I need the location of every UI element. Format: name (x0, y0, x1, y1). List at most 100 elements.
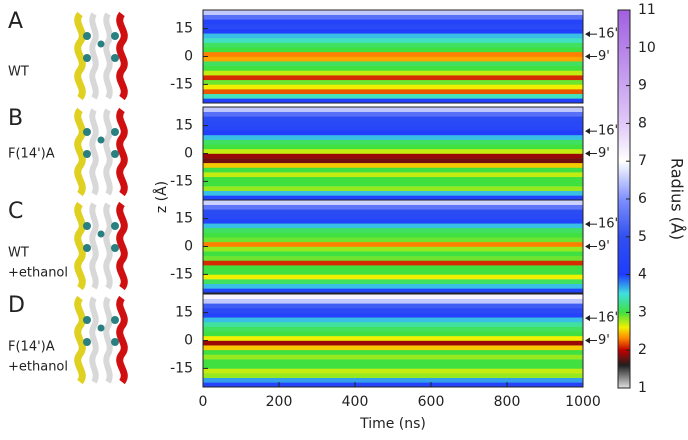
x-tick-label: 400 (342, 394, 369, 410)
arrow-head (585, 221, 590, 228)
heat-cell (203, 61, 583, 67)
y-tick-label: 15 (175, 211, 193, 227)
heat-cell (203, 373, 583, 378)
heat-cell (203, 190, 583, 196)
colorbar-tick-label: 2 (638, 342, 647, 358)
heat-cell (203, 130, 583, 136)
heat-cell (203, 84, 583, 90)
heat-cell (203, 269, 583, 275)
heat-cell (203, 51, 583, 57)
colorbar-tick-label: 10 (638, 40, 656, 56)
arrow-head (585, 243, 590, 250)
heat-cell (203, 223, 583, 229)
heat-cell (203, 14, 583, 20)
heat-cell (203, 10, 583, 15)
y-tick-label: 15 (175, 305, 193, 321)
heat-cell (203, 331, 583, 337)
annotation-label: 9' (598, 146, 610, 161)
heat-cell (203, 312, 583, 318)
heat-cell (203, 37, 583, 43)
heat-cell (203, 359, 583, 365)
annotation-label: 9' (598, 239, 610, 254)
panel-letter: C (8, 199, 23, 224)
panel-letter: B (8, 106, 23, 131)
colorbar-tick-label: 4 (638, 267, 647, 283)
y-tick-label: 0 (184, 333, 193, 349)
heat-cell (203, 279, 583, 284)
y-tick-label: -15 (170, 266, 193, 282)
annotation-label: 16' (598, 311, 618, 326)
heat-cell (203, 368, 583, 374)
y-tick-label: -15 (170, 173, 193, 189)
heat-cell (203, 298, 583, 304)
colorbar-label: Radius (Å) (668, 158, 687, 240)
heat-cell (203, 317, 583, 323)
colorbar-tick-label: 3 (638, 304, 647, 320)
heat-cell (203, 148, 583, 154)
heat-cell (203, 70, 583, 76)
heat-cell (203, 294, 583, 299)
heat-cell (203, 283, 583, 289)
heat-cell (203, 75, 583, 81)
y-tick-label: 0 (184, 49, 193, 65)
heat-cell (203, 65, 583, 71)
heat-cell (203, 56, 583, 62)
heat-cell (203, 186, 583, 191)
heat-cell (203, 139, 583, 145)
heat-cell (203, 326, 583, 332)
y-tick-label: -15 (170, 360, 193, 376)
heat-cell (203, 251, 583, 257)
annotation-label: 16' (598, 217, 618, 232)
colorbar-tick-label: 5 (638, 229, 647, 245)
colorbar-tick-label: 1 (638, 380, 647, 396)
heat-cell (203, 209, 583, 215)
heat-cell (203, 274, 583, 280)
heat-cell (203, 200, 583, 205)
heat-cell (203, 19, 583, 25)
panel-label: WT (8, 246, 29, 261)
arrow-head (585, 53, 590, 60)
heat-cell (203, 181, 583, 187)
heat-cell (203, 241, 583, 247)
heat-cell (203, 172, 583, 178)
panel-label: +ethanol (8, 360, 68, 375)
heat-cell (203, 335, 583, 341)
heat-cell (203, 246, 583, 252)
heat-cell (203, 162, 583, 168)
heat-cell (203, 213, 583, 219)
heat-cell (203, 345, 583, 351)
y-tick-label: 0 (184, 146, 193, 162)
heat-cell (203, 33, 583, 39)
annotation-label: 9' (598, 333, 610, 348)
colorbar-tick-label: 9 (638, 78, 647, 94)
arrow-head (585, 150, 590, 157)
y-tick-label: 15 (175, 118, 193, 134)
colorbar-tick-label: 8 (638, 115, 647, 131)
heat-cell (203, 204, 583, 210)
panel-label: WT (8, 65, 29, 80)
heat-cell (203, 354, 583, 360)
heat-cell (203, 349, 583, 355)
heat-cell (203, 47, 583, 53)
arrow-head (585, 315, 590, 322)
y-tick-label: 0 (184, 239, 193, 255)
heat-cell (203, 377, 583, 383)
arrow-head (585, 337, 590, 344)
panel-letter: D (8, 293, 25, 318)
colorbar-tick-label: 11 (638, 2, 656, 18)
y-tick-label: 15 (175, 21, 193, 37)
heat-cell (203, 153, 583, 159)
x-tick-label: 800 (494, 394, 521, 410)
colorbar-tick-label: 6 (638, 191, 647, 207)
panel-label: +ethanol (8, 266, 68, 281)
arrow-head (585, 128, 590, 135)
heat-cell (203, 237, 583, 243)
x-tick-label: 0 (199, 394, 208, 410)
x-tick-label: 1000 (565, 394, 601, 410)
heat-cell (203, 93, 583, 99)
heat-cell (203, 144, 583, 150)
heat-cell (203, 321, 583, 327)
panel-label: F(14')A (8, 340, 55, 355)
heat-cell (203, 303, 583, 309)
